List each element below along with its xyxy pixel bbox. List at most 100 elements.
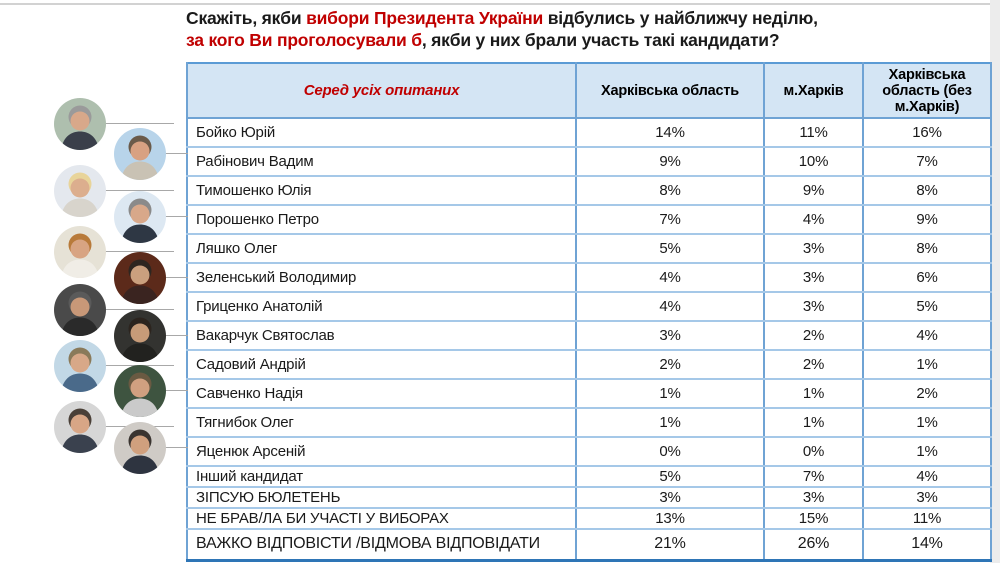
candidate-name-cell: Порошенко Петро [186, 204, 577, 235]
photo-connector-line-rabinovych [164, 153, 188, 154]
candidate-name-cell: ВАЖКО ВІДПОВІСТИ /ВІДМОВА ВІДПОВІДАТИ [186, 528, 577, 561]
value-city-cell: 15% [763, 507, 864, 530]
photo-connector-line-tymoshenko [104, 190, 174, 191]
table-row: Савченко Надія 1% 1% 2% [186, 378, 992, 409]
avatar-icon [114, 252, 166, 304]
table-row: Тягнибок Олег 1% 1% 1% [186, 407, 992, 438]
photo-sadovyi [54, 340, 106, 392]
photo-connector-line-savchenko [164, 390, 188, 391]
table-row: Яценюк Арсеній 0% 0% 1% [186, 436, 992, 467]
avatar-icon [114, 422, 166, 474]
value-oblast-cell: 5% [575, 465, 765, 488]
candidate-name-cell: Тимошенко Юлія [186, 175, 577, 206]
value-oblast-wo-city-cell: 9% [862, 204, 992, 235]
photo-connector-line-boyko [104, 123, 174, 124]
value-oblast-cell: 14% [575, 117, 765, 148]
table-row: ЗІПСУЮ БЮЛЕТЕНЬ 3% 3% 3% [186, 486, 992, 509]
photo-zelenskyi [114, 252, 166, 304]
table-row: Інший кандидат 5% 7% 4% [186, 465, 992, 488]
photo-connector-line-poroshenko [164, 216, 188, 217]
avatar-icon [114, 365, 166, 417]
value-oblast-cell: 1% [575, 407, 765, 438]
photo-connector-line-zelenskyi [164, 277, 188, 278]
table-row: Порошенко Петро 7% 4% 9% [186, 204, 992, 235]
value-oblast-wo-city-cell: 5% [862, 291, 992, 322]
right-edge-strip [990, 0, 1000, 563]
avatar-icon [54, 98, 106, 150]
photo-connector-line-hrytsenko [104, 309, 174, 310]
value-oblast-wo-city-cell: 8% [862, 175, 992, 206]
value-city-cell: 0% [763, 436, 864, 467]
photo-lyashko [54, 226, 106, 278]
question-title-line2: за кого Ви проголосували б, якби у них б… [186, 29, 986, 51]
value-oblast-cell: 3% [575, 320, 765, 351]
value-city-cell: 2% [763, 349, 864, 380]
title-segment-highlight: за кого Ви проголосували б [186, 30, 422, 50]
avatar-icon [54, 340, 106, 392]
poll-results-table: Серед усіх опитаних Харківська область м… [186, 62, 992, 562]
candidate-name-cell: Гриценко Анатолій [186, 291, 577, 322]
header-col-kharkiv-city: м.Харків [763, 63, 864, 119]
value-city-cell: 1% [763, 407, 864, 438]
value-oblast-cell: 13% [575, 507, 765, 530]
table-row: Бойко Юрій 14% 11% 16% [186, 117, 992, 148]
value-city-cell: 1% [763, 378, 864, 409]
table-row: Рабінович Вадим 9% 10% 7% [186, 146, 992, 177]
top-divider-line [0, 3, 990, 5]
table-row: Садовий Андрій 2% 2% 1% [186, 349, 992, 380]
candidate-name-cell: Бойко Юрій [186, 117, 577, 148]
photo-hrytsenko [54, 284, 106, 336]
value-oblast-cell: 7% [575, 204, 765, 235]
value-oblast-wo-city-cell: 7% [862, 146, 992, 177]
poll-results-table-wrap: Серед усіх опитаних Харківська область м… [186, 62, 992, 562]
value-oblast-cell: 4% [575, 291, 765, 322]
candidate-name-cell: Рабінович Вадим [186, 146, 577, 177]
title-segment-text: відбулись у найближчу неділю, [543, 8, 818, 28]
candidate-name-cell: Інший кандидат [186, 465, 577, 488]
header-col-kharkiv-oblast: Харківська область [575, 63, 765, 119]
avatar-icon [114, 191, 166, 243]
photo-connector-line-vakarchuk [164, 335, 188, 336]
value-city-cell: 11% [763, 117, 864, 148]
value-oblast-wo-city-cell: 4% [862, 465, 992, 488]
avatar-icon [114, 128, 166, 180]
value-oblast-cell: 9% [575, 146, 765, 177]
value-oblast-wo-city-cell: 8% [862, 233, 992, 264]
value-oblast-wo-city-cell: 11% [862, 507, 992, 530]
title-segment-text: Скажіть, якби [186, 8, 307, 28]
header-col-oblast-without-city: Харківська область (без м.Харків) [862, 63, 992, 119]
value-city-cell: 10% [763, 146, 864, 177]
value-oblast-wo-city-cell: 4% [862, 320, 992, 351]
value-city-cell: 3% [763, 233, 864, 264]
avatar-icon [54, 165, 106, 217]
candidate-name-cell: ЗІПСУЮ БЮЛЕТЕНЬ [186, 486, 577, 509]
photo-poroshenko [114, 191, 166, 243]
table-row: Тимошенко Юлія 8% 9% 8% [186, 175, 992, 206]
question-title-line1: Скажіть, якби вибори Президента України … [186, 7, 986, 29]
photo-savchenko [114, 365, 166, 417]
table-row: Вакарчук Святослав 3% 2% 4% [186, 320, 992, 351]
value-oblast-cell: 21% [575, 528, 765, 561]
title-segment-highlight: вибори Президента України [306, 8, 544, 28]
table-row: Зеленський Володимир 4% 3% 6% [186, 262, 992, 293]
photo-connector-line-yatsenyuk [164, 447, 188, 448]
value-oblast-wo-city-cell: 14% [862, 528, 992, 561]
value-city-cell: 3% [763, 262, 864, 293]
value-oblast-wo-city-cell: 16% [862, 117, 992, 148]
value-oblast-cell: 5% [575, 233, 765, 264]
candidate-name-cell: Садовий Андрій [186, 349, 577, 380]
value-oblast-cell: 2% [575, 349, 765, 380]
photo-yatsenyuk [114, 422, 166, 474]
candidate-name-cell: Яценюк Арсеній [186, 436, 577, 467]
value-oblast-cell: 1% [575, 378, 765, 409]
value-oblast-wo-city-cell: 2% [862, 378, 992, 409]
value-oblast-cell: 8% [575, 175, 765, 206]
candidate-name-cell: Вакарчук Святослав [186, 320, 577, 351]
value-city-cell: 7% [763, 465, 864, 488]
value-oblast-wo-city-cell: 1% [862, 407, 992, 438]
value-city-cell: 2% [763, 320, 864, 351]
title-segment-text: , якби у них брали участь такі кандидати… [421, 30, 780, 50]
table-row: Ляшко Олег 5% 3% 8% [186, 233, 992, 264]
photo-tiahnybok [54, 401, 106, 453]
